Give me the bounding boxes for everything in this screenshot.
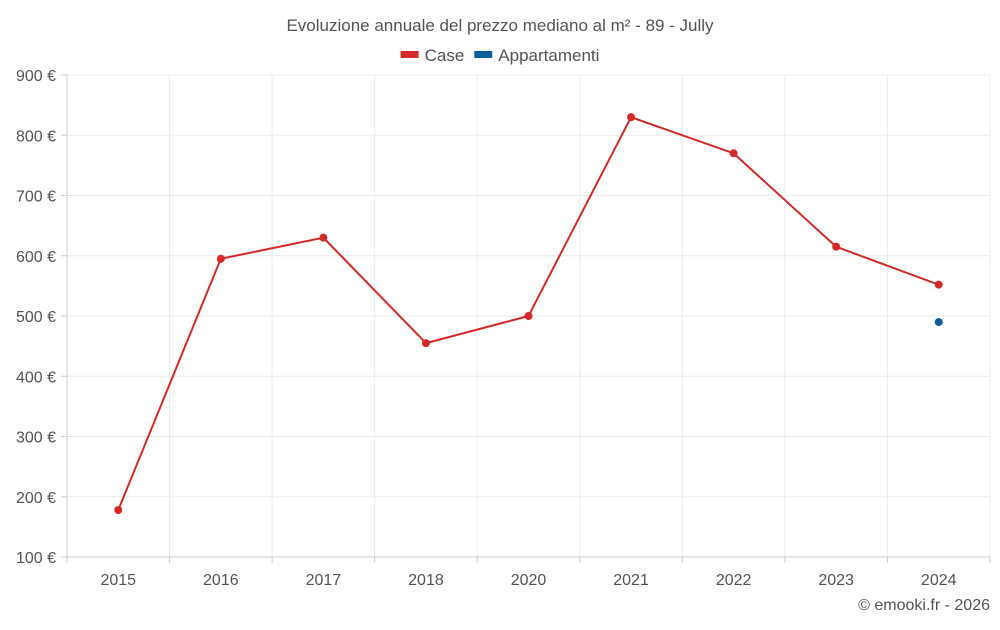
legend-swatch-case	[400, 51, 419, 58]
y-tick-label-100: 100 €	[16, 550, 56, 567]
point-case-2022[interactable]	[729, 149, 738, 158]
x-tick-label-2016: 2016	[203, 572, 239, 589]
point-case-2016[interactable]	[216, 254, 225, 263]
x-tick-label-2017: 2017	[306, 572, 342, 589]
point-case-2021[interactable]	[627, 113, 636, 122]
point-case-2015[interactable]	[114, 506, 123, 515]
x-tick-label-2022: 2022	[716, 572, 752, 589]
chart-title: Evoluzione annuale del prezzo mediano al…	[286, 16, 714, 35]
point-case-2020[interactable]	[524, 312, 533, 320]
x-axis-ticks: 2015 2016 2017 2018 2020 2021 2022 2023 2024	[66, 557, 991, 589]
point-case-2023[interactable]	[832, 242, 841, 251]
credit-text: © emooki.fr - 2026	[858, 597, 990, 614]
y-tick-label-700: 700 €	[16, 189, 56, 206]
y-tick-label-900: 900 €	[16, 68, 56, 85]
x-tick-label-2024: 2024	[921, 572, 957, 589]
legend-swatch-appartamenti	[474, 51, 493, 58]
point-case-2017[interactable]	[319, 233, 328, 242]
legend-label-appartamenti: Appartamenti	[498, 46, 599, 65]
y-tick-label-300: 300 €	[16, 430, 56, 447]
legend-item-case[interactable]: Case	[400, 46, 465, 65]
y-tick-label-600: 600 €	[16, 249, 56, 266]
series-points	[114, 113, 943, 515]
legend: Case Appartamenti	[400, 46, 599, 65]
y-tick-label-800: 800 €	[16, 128, 56, 145]
legend-item-appartamenti[interactable]: Appartamenti	[474, 46, 599, 65]
x-tick-label-2021: 2021	[613, 572, 649, 589]
y-tick-label-200: 200 €	[16, 490, 56, 507]
legend-label-case: Case	[425, 46, 465, 65]
y-tick-label-400: 400 €	[16, 369, 56, 386]
point-case-2018[interactable]	[421, 339, 430, 348]
y-axis-ticks: 100 € 200 € 300 € 400 € 500 € 600 € 700 € 800 €…	[16, 68, 67, 567]
y-tick-label-500: 500 €	[16, 309, 56, 326]
x-tick-label-2015: 2015	[100, 572, 136, 589]
x-tick-label-2020: 2020	[511, 572, 547, 589]
x-tick-label-2018: 2018	[408, 572, 444, 589]
x-tick-label-2023: 2023	[818, 572, 854, 589]
point-case-2024[interactable]	[934, 280, 943, 289]
point-appartamenti-2024[interactable]	[934, 318, 943, 327]
